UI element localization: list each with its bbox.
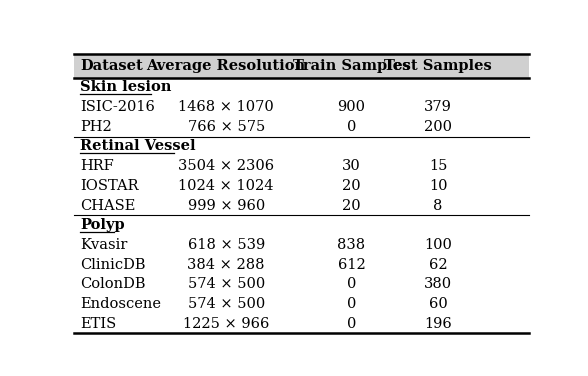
Text: 20: 20: [342, 199, 361, 212]
Text: 100: 100: [424, 238, 452, 252]
Text: 10: 10: [429, 179, 447, 193]
Text: 0: 0: [347, 120, 356, 134]
Text: Train Samples: Train Samples: [293, 59, 410, 73]
Text: PH2: PH2: [81, 120, 112, 134]
Bar: [74, 54, 529, 77]
Text: Dataset: Dataset: [81, 59, 143, 73]
Text: Endoscene: Endoscene: [81, 297, 161, 311]
Text: 380: 380: [424, 277, 452, 291]
Text: IOSTAR: IOSTAR: [81, 179, 139, 193]
Text: CHASE: CHASE: [81, 199, 136, 212]
Text: 612: 612: [338, 258, 365, 271]
Text: 838: 838: [338, 238, 366, 252]
Text: 1024 × 1024: 1024 × 1024: [178, 179, 274, 193]
Text: 1468 × 1070: 1468 × 1070: [178, 100, 274, 114]
Text: ClinicDB: ClinicDB: [81, 258, 146, 271]
Text: 0: 0: [347, 297, 356, 311]
Text: 60: 60: [429, 297, 447, 311]
Text: Test Samples: Test Samples: [384, 59, 492, 73]
Text: 196: 196: [424, 317, 452, 331]
Text: 574 × 500: 574 × 500: [188, 277, 265, 291]
Text: 62: 62: [429, 258, 447, 271]
Text: 0: 0: [347, 277, 356, 291]
Text: 900: 900: [338, 100, 366, 114]
Text: 384 × 288: 384 × 288: [188, 258, 265, 271]
Text: ETIS: ETIS: [81, 317, 116, 331]
Text: Average Resolution: Average Resolution: [146, 59, 306, 73]
Text: ISIC-2016: ISIC-2016: [81, 100, 155, 114]
Text: 3504 × 2306: 3504 × 2306: [178, 159, 274, 173]
Text: 1225 × 966: 1225 × 966: [183, 317, 269, 331]
Text: Skin lesion: Skin lesion: [81, 80, 172, 94]
Text: Retinal Vessel: Retinal Vessel: [81, 139, 196, 153]
Text: Polyp: Polyp: [81, 218, 125, 232]
Text: 0: 0: [347, 317, 356, 331]
Text: 15: 15: [429, 159, 447, 173]
Text: 20: 20: [342, 179, 361, 193]
Text: Kvasir: Kvasir: [81, 238, 128, 252]
Text: 999 × 960: 999 × 960: [188, 199, 265, 212]
Text: ColonDB: ColonDB: [81, 277, 146, 291]
Text: 8: 8: [433, 199, 443, 212]
Text: HRF: HRF: [81, 159, 114, 173]
Text: 618 × 539: 618 × 539: [188, 238, 265, 252]
Text: 766 × 575: 766 × 575: [188, 120, 265, 134]
Text: 574 × 500: 574 × 500: [188, 297, 265, 311]
Text: 379: 379: [424, 100, 452, 114]
Text: 200: 200: [424, 120, 452, 134]
Text: 30: 30: [342, 159, 361, 173]
